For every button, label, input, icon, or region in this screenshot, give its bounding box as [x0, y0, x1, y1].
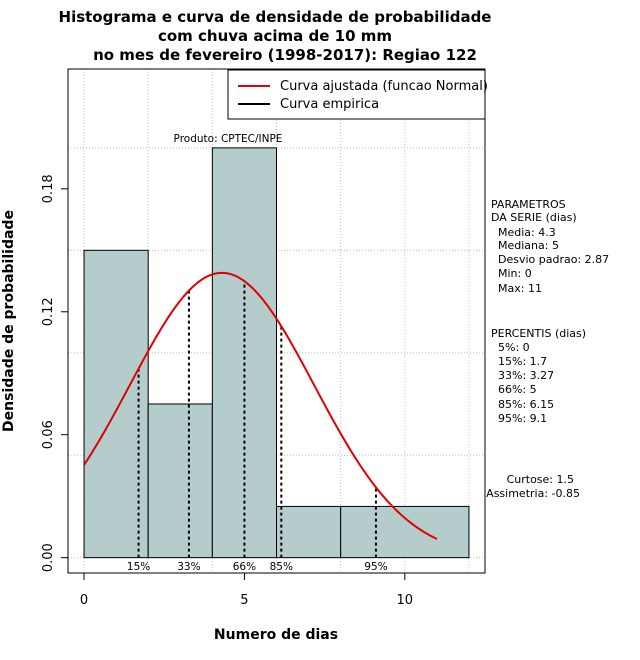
percentile-markers: 15% 33% 66% 85% 95% — [127, 281, 388, 573]
y-tick-label: 0.18 — [41, 174, 56, 203]
percentile-66: 66%: 5 — [498, 383, 537, 396]
percentiles-panel: PERCENTIS (dias) 5%: 0 15%: 1.7 33%: 3.2… — [491, 327, 586, 425]
histogram-bar — [147, 403, 213, 559]
chart-title-line-2: com chuva acima de 10 mm — [158, 27, 392, 45]
percentile-marker-label: 33% — [177, 561, 200, 573]
fitted-normal-curve — [83, 271, 438, 540]
kurtosis-label: Curtose: 1.5 — [507, 473, 574, 486]
percentile-5: 5%: 0 — [498, 341, 530, 354]
y-tick-label: 0.06 — [41, 420, 56, 449]
axes: 0 5 10 0.00 0.06 0.12 0.18 — [41, 174, 413, 608]
percentile-33: 33%: 3.27 — [498, 369, 554, 382]
histogram-bar — [340, 505, 470, 559]
params-header-1: PARAMETROS — [491, 198, 566, 211]
percentile-marker-label: 85% — [270, 561, 293, 573]
histogram-bar — [276, 505, 342, 559]
y-tick-label: 0.00 — [41, 543, 56, 572]
param-median: Mediana: 5 — [498, 239, 559, 252]
y-axis-label: Densidade de probabilidade — [1, 210, 17, 432]
percentile-marker-label: 66% — [233, 561, 256, 573]
params-header-2: DA SERIE (dias) — [491, 211, 577, 224]
param-min: Min: 0 — [498, 267, 532, 280]
percentile-85: 85%: 6.15 — [498, 398, 554, 411]
legend-fitted-label: Curva ajustada (funcao Normal) — [280, 79, 488, 94]
plot-frame — [67, 68, 486, 574]
param-max: Max: 11 — [498, 282, 542, 295]
legend: Curva ajustada (funcao Normal) Curva emp… — [227, 69, 488, 120]
percentiles-header: PERCENTIS (dias) — [491, 327, 586, 340]
chart-title-line-3: no mes de fevereiro (1998-2017): Regiao … — [93, 46, 477, 64]
skewness-label: Assimetria: -0.85 — [486, 487, 580, 500]
x-tick-label: 0 — [80, 593, 88, 608]
x-tick-label: 10 — [397, 593, 414, 608]
percentile-marker-label: 95% — [364, 561, 387, 573]
param-stddev: Desvio padrao: 2.87 — [498, 253, 609, 266]
legend-empirical-label: Curva empirica — [280, 97, 379, 112]
param-mean: Media: 4.3 — [498, 226, 556, 239]
product-label: Produto: CPTEC/INPE — [174, 133, 283, 145]
legend-box — [227, 69, 486, 120]
y-tick-label: 0.12 — [41, 297, 56, 326]
percentile-marker-label: 15% — [127, 561, 150, 573]
histogram-bar — [83, 249, 149, 559]
percentile-15: 15%: 1.7 — [498, 355, 547, 368]
histogram-bars — [83, 147, 470, 559]
x-axis-label: Numero de dias — [214, 627, 338, 643]
percentile-95: 95%: 9.1 — [498, 412, 547, 425]
series-parameters: PARAMETROS DA SERIE (dias) Media: 4.3 Me… — [491, 198, 609, 295]
chart-title-line-1: Histograma e curva de densidade de proba… — [59, 8, 492, 26]
x-tick-label: 5 — [240, 593, 248, 608]
